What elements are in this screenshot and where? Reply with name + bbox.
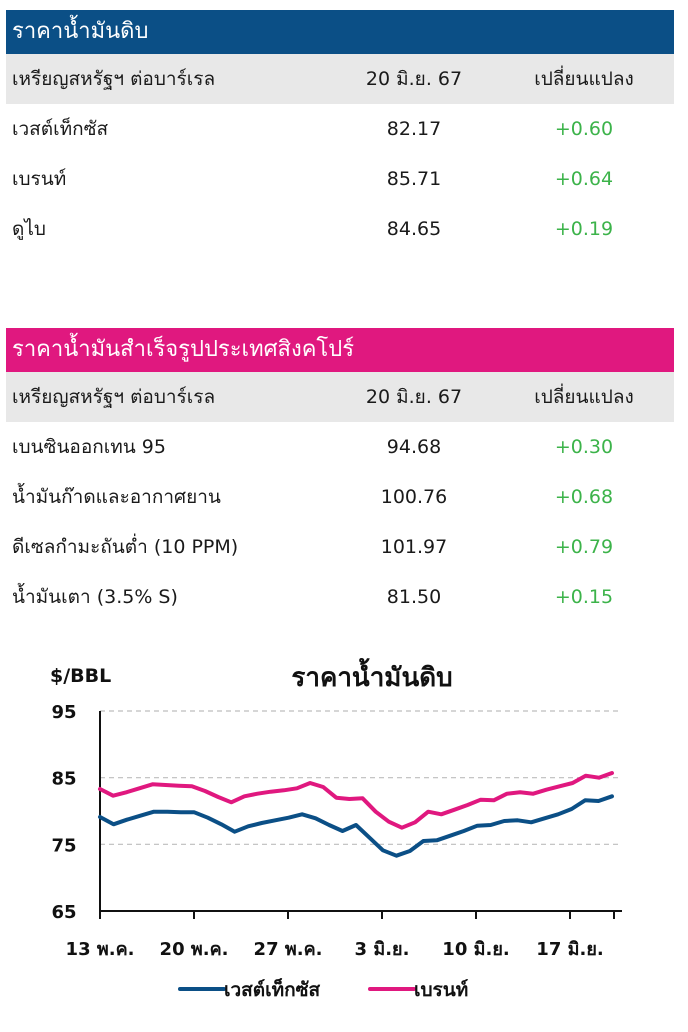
header-date: 20 มิ.ย. 67 [365, 386, 463, 408]
grid-lines [100, 710, 622, 845]
series-line-1 [98, 771, 614, 830]
header-change: เปลี่ยนแปลง [534, 386, 634, 408]
header-unit: เหรียญสหรัฐฯ ต่อบาร์เรล [12, 386, 216, 408]
x-tick-label: 27 พ.ค. [254, 939, 323, 960]
table-row: น้ำมันก๊าดและอากาศยาน 100.76 +0.68 [6, 472, 674, 522]
header-unit: เหรียญสหรัฐฯ ต่อบาร์เรล [12, 68, 216, 90]
row-price: 81.50 [386, 586, 442, 608]
row-name: ดูไบ [12, 218, 46, 240]
crude-oil-table: ราคาน้ำมันดิบ เหรียญสหรัฐฯ ต่อบาร์เรล 20… [6, 10, 674, 254]
x-tick-label: 13 พ.ค. [66, 939, 135, 960]
row-name: น้ำมันก๊าดและอากาศยาน [12, 486, 221, 508]
row-price: 101.97 [380, 536, 448, 558]
row-price: 94.68 [386, 436, 442, 458]
y-tick-label: 85 [51, 769, 76, 790]
y-axis-unit: $/BBL [50, 665, 111, 687]
row-change: +0.64 [554, 168, 614, 190]
row-change: +0.19 [554, 218, 614, 240]
legend: เวสต์เท็กซัส เบรนท์ [178, 977, 468, 1001]
table-row: เบนซินออกเทน 95 94.68 +0.30 [6, 422, 674, 472]
y-tick-label: 95 [51, 702, 76, 723]
row-change: +0.15 [554, 586, 614, 608]
table-row: เบรนท์ 85.71 +0.64 [6, 154, 674, 204]
x-tick-label: 3 มิ.ย. [355, 939, 410, 960]
y-tick-label: 75 [51, 835, 76, 856]
row-price: 85.71 [386, 168, 442, 190]
x-tick-label: 20 พ.ค. [160, 939, 229, 960]
singapore-products-table: ราคาน้ำมันสำเร็จรูปประเทศสิงคโปร์ เหรียญ… [6, 328, 674, 622]
row-change: +0.30 [554, 436, 614, 458]
x-axis: 13 พ.ค. 20 พ.ค. 27 พ.ค. 3 มิ.ย. 10 มิ.ย. 17 ม… [66, 711, 622, 960]
y-axis-ticks: 65 75 85 95 [51, 702, 76, 923]
y-tick-label: 65 [51, 902, 76, 923]
row-name: เวสต์เท็กซัส [12, 118, 109, 140]
series-lines [98, 771, 614, 858]
row-change: +0.79 [554, 536, 614, 558]
legend-label: เวสต์เท็กซัส [224, 977, 321, 1001]
crude-table-header: เหรียญสหรัฐฯ ต่อบาร์เรล 20 มิ.ย. 67 เปลี… [6, 54, 674, 104]
table-row: เวสต์เท็กซัส 82.17 +0.60 [6, 104, 674, 154]
row-name: ดีเซลกำมะถันต่ำ (10 PPM) [12, 536, 239, 558]
crude-oil-line-chart: ราคาน้ำมันดิบ $/BBL 65 75 85 95 13 พ.ค. 20 พ… [50, 657, 622, 1001]
x-tick-label: 17 มิ.ย. [536, 939, 603, 960]
series-line-0 [98, 794, 614, 858]
singapore-table-title: ราคาน้ำมันสำเร็จรูปประเทศสิงคโปร์ [6, 328, 674, 372]
row-name: เบรนท์ [12, 168, 67, 190]
row-change: +0.60 [554, 118, 614, 140]
table-row: น้ำมันเตา (3.5% S) 81.50 +0.15 [6, 572, 674, 622]
chart-title: ราคาน้ำมันดิบ [291, 657, 452, 693]
header-date: 20 มิ.ย. 67 [365, 68, 463, 90]
row-name: น้ำมันเตา (3.5% S) [12, 586, 178, 608]
row-price: 100.76 [380, 486, 448, 508]
row-price: 84.65 [386, 218, 442, 240]
crude-table-title: ราคาน้ำมันดิบ [6, 10, 674, 54]
row-name: เบนซินออกเทน 95 [12, 436, 166, 458]
legend-label: เบรนท์ [414, 979, 468, 1001]
table-row: ดูไบ 84.65 +0.19 [6, 204, 674, 254]
header-change: เปลี่ยนแปลง [534, 68, 634, 90]
row-change: +0.68 [554, 486, 614, 508]
table-row: ดีเซลกำมะถันต่ำ (10 PPM) 101.97 +0.79 [6, 522, 674, 572]
x-tick-label: 10 มิ.ย. [442, 939, 509, 960]
row-price: 82.17 [386, 118, 442, 140]
singapore-table-header: เหรียญสหรัฐฯ ต่อบาร์เรล 20 มิ.ย. 67 เปลี… [6, 372, 674, 422]
